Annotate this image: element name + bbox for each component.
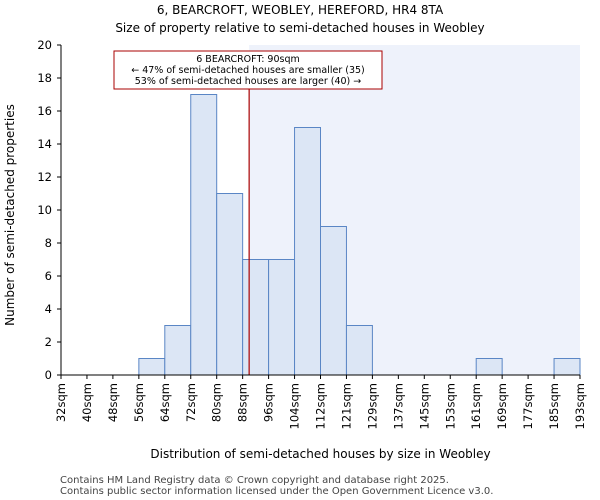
y-tick-label: 14 [37,137,52,151]
x-tick-label: 129sqm [365,383,379,429]
annotation-box [113,50,383,90]
footer-line1: Contains HM Land Registry data © Crown c… [60,475,449,486]
y-tick-label: 12 [37,170,52,184]
x-axis-label: Distribution of semi-detached houses by … [150,447,490,461]
x-tick-label: 177sqm [521,383,535,429]
x-tick-label: 80sqm [210,383,224,422]
x-tick-label: 161sqm [469,383,483,429]
y-axis-label: Number of semi-detached properties [3,104,17,326]
x-tick-label: 88sqm [236,383,250,422]
x-tick-label: 137sqm [391,383,405,429]
bar-121sqm [345,325,373,376]
bar-88sqm [242,259,270,376]
x-tick-label: 40sqm [80,383,94,422]
bar-56sqm [138,358,166,376]
x-tick-label: 96sqm [262,383,276,422]
x-tick-label: 153sqm [443,383,457,429]
y-tick-label: 20 [37,38,52,52]
x-tick-label: 121sqm [339,383,353,429]
x-tick-label: 48sqm [106,383,120,422]
y-tick-label: 4 [45,302,52,316]
bar-72sqm [190,94,218,376]
bar-80sqm [216,193,244,376]
chart-title-line2: Size of property relative to semi-detach… [115,21,484,35]
x-tick-label: 169sqm [495,383,509,429]
y-ticks: 0 2 4 6 8 10 12 14 16 18 20 [37,38,61,382]
y-tick-label: 6 [45,269,52,283]
x-tick-label: 185sqm [547,383,561,429]
bar-104sqm [294,127,321,376]
bar-161sqm [475,358,503,376]
bars [138,94,581,376]
x-tick-label: 64sqm [158,383,172,422]
y-tick-label: 0 [45,368,52,382]
footer-line2: Contains public sector information licen… [60,486,493,497]
chart-title-line1: 6, BEARCROFT, WEOBLEY, HEREFORD, HR4 8TA [157,3,444,17]
annotation-line1: 6 BEARCROFT: 90sqm [196,54,300,65]
x-tick-label: 56sqm [132,383,146,422]
y-tick-label: 10 [37,203,52,217]
x-tick-label: 145sqm [417,383,431,429]
bar-112sqm [320,226,347,376]
x-tick-label: 193sqm [573,383,587,429]
bar-185sqm [553,358,581,376]
x-tick-label: 112sqm [314,383,328,429]
y-tick-label: 18 [37,71,52,85]
x-tick-label: 104sqm [288,383,302,429]
x-ticks: 32sqm 40sqm 48sqm 56sqm 64sqm 72sqm 80sqm 88sqm… [54,375,587,429]
x-tick-label: 32sqm [54,383,68,422]
annotation-line2: ← 47% of semi-detached houses are smalle… [131,65,365,76]
y-tick-label: 2 [45,335,52,349]
bar-64sqm [164,325,192,376]
y-tick-label: 16 [37,104,52,118]
x-tick-label: 72sqm [184,383,198,422]
bar-96sqm [268,259,296,376]
y-tick-label: 8 [45,236,52,250]
annotation-line3: 53% of semi-detached houses are larger (… [135,76,362,87]
